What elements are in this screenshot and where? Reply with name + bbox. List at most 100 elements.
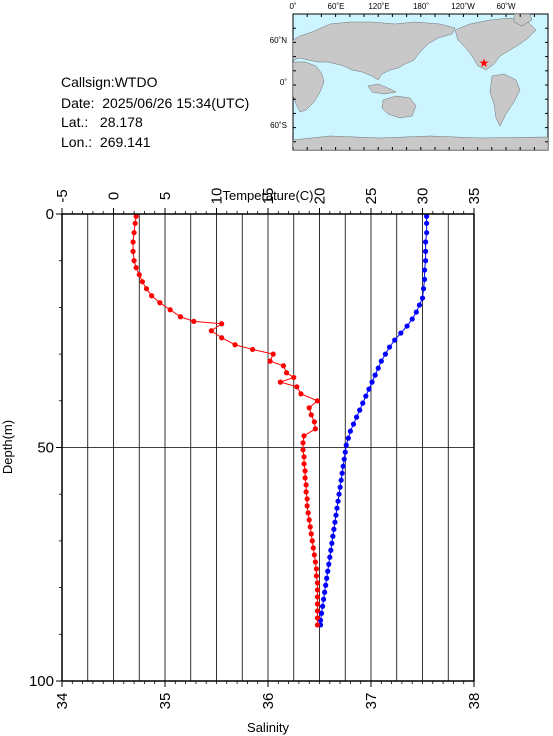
temperature-point bbox=[331, 526, 337, 532]
salinity-point bbox=[302, 475, 308, 481]
bottom-axis-tick-label: 36 bbox=[260, 693, 277, 710]
temperature-point bbox=[357, 407, 363, 413]
salinity-point bbox=[294, 384, 300, 390]
temperature-point bbox=[366, 386, 372, 392]
land-indonesia bbox=[367, 83, 397, 95]
temperature-point bbox=[334, 505, 340, 511]
left-axis: 0 50 100 bbox=[29, 206, 62, 690]
salinity-point bbox=[304, 503, 310, 509]
temperature-point bbox=[336, 491, 342, 497]
temperature-point bbox=[350, 421, 357, 427]
salinity-point bbox=[314, 601, 321, 607]
temperature-point bbox=[322, 589, 328, 595]
salinity-point bbox=[249, 346, 256, 353]
temperature-point bbox=[416, 302, 423, 308]
salinity-point bbox=[283, 370, 290, 376]
salinity-point bbox=[302, 468, 308, 474]
salinity-point bbox=[277, 379, 283, 385]
salinity-point bbox=[232, 342, 238, 348]
map-top-label: 60˚W bbox=[496, 2, 516, 11]
temperature-point bbox=[329, 540, 335, 546]
bottom-axis-tick-label: 37 bbox=[363, 693, 380, 710]
date-label: Date: bbox=[61, 95, 95, 111]
map-tickmarks bbox=[292, 13, 548, 150]
salinity-point bbox=[291, 374, 297, 381]
lon-line: Lon.: 269.141 bbox=[61, 134, 151, 150]
series-layer bbox=[130, 213, 430, 628]
salinity-point bbox=[314, 594, 321, 600]
temperature-point bbox=[318, 610, 325, 616]
top-axis-tick-label: 0 bbox=[106, 192, 123, 200]
salinity-point bbox=[309, 538, 315, 544]
salinity-point bbox=[306, 405, 312, 411]
salinity-point bbox=[130, 239, 136, 245]
station-marker-icon: ★ bbox=[479, 56, 490, 70]
temperature-point bbox=[323, 582, 329, 588]
temperature-point bbox=[424, 220, 430, 226]
temperature-point bbox=[424, 230, 430, 236]
salinity-point bbox=[130, 248, 136, 254]
salinity-point bbox=[311, 419, 317, 425]
top-axis: -5 0 5 10 15 20 25 30 35 bbox=[54, 188, 483, 214]
date-value: 2025/06/26 15:34(UTC) bbox=[102, 95, 250, 111]
salinity-point bbox=[298, 391, 304, 397]
salinity-point bbox=[314, 398, 321, 404]
map-top-label: 120˚W bbox=[451, 2, 475, 11]
temperature-point bbox=[422, 258, 429, 264]
temperature-point bbox=[363, 393, 369, 399]
salinity-point bbox=[314, 622, 321, 628]
map-top-label: 180˚ bbox=[413, 2, 429, 11]
salinity-point bbox=[149, 293, 155, 299]
top-axis-tick-label: 15 bbox=[260, 188, 277, 205]
salinity-point bbox=[219, 321, 225, 327]
temperature-point bbox=[321, 596, 327, 602]
salinity-point bbox=[131, 230, 137, 236]
temperature-point bbox=[424, 213, 430, 219]
bottom-axis-tick-label: 38 bbox=[466, 693, 483, 710]
salinity-point bbox=[307, 524, 313, 530]
salinity-point bbox=[267, 358, 273, 364]
salinity-point bbox=[157, 300, 163, 306]
salinity-point bbox=[303, 489, 309, 495]
salinity-point bbox=[314, 580, 321, 586]
salinity-point bbox=[191, 318, 197, 325]
salinity-point bbox=[136, 272, 142, 278]
temperature-point bbox=[332, 519, 338, 525]
salinity-point bbox=[313, 566, 320, 572]
salinity-point bbox=[167, 307, 173, 313]
temperature-point bbox=[347, 428, 353, 434]
temperature-point bbox=[333, 512, 339, 518]
land-australia bbox=[381, 95, 417, 119]
map-top-label: 120˚E bbox=[368, 2, 389, 11]
land-eurasia bbox=[292, 21, 456, 81]
salinity-point bbox=[143, 286, 150, 292]
salinity-point bbox=[131, 258, 137, 264]
salinity-point bbox=[312, 559, 318, 565]
salinity-point bbox=[133, 265, 139, 271]
top-axis-tick-label: 20 bbox=[312, 188, 329, 205]
top-axis-tick-label: 30 bbox=[415, 188, 432, 205]
salinity-point bbox=[314, 608, 321, 614]
lat-value: 28.178 bbox=[99, 114, 143, 130]
temperature-point bbox=[413, 309, 419, 315]
salinity-point bbox=[313, 573, 320, 579]
temperature-point bbox=[319, 603, 326, 609]
lon-label: Lon.: bbox=[61, 134, 93, 150]
lon-value: 269.141 bbox=[99, 134, 151, 150]
salinity-point bbox=[301, 433, 307, 439]
salinity-point bbox=[270, 351, 276, 357]
salinity-point bbox=[314, 615, 321, 621]
temperature-point bbox=[404, 323, 410, 329]
bottom-axis-tick-label: 34 bbox=[54, 693, 71, 710]
temperature-point bbox=[421, 267, 428, 273]
salinity-point bbox=[139, 279, 145, 285]
map-left-label: 60˚S bbox=[270, 121, 287, 130]
land-north-america bbox=[454, 17, 537, 71]
temperature-point bbox=[422, 239, 429, 245]
temperature-point bbox=[341, 456, 347, 462]
temperature-point bbox=[398, 330, 404, 336]
salinity-point bbox=[208, 328, 214, 334]
lat-line: Lat.: 28.178 bbox=[61, 114, 143, 130]
top-axis-tick-label: 25 bbox=[363, 188, 380, 205]
